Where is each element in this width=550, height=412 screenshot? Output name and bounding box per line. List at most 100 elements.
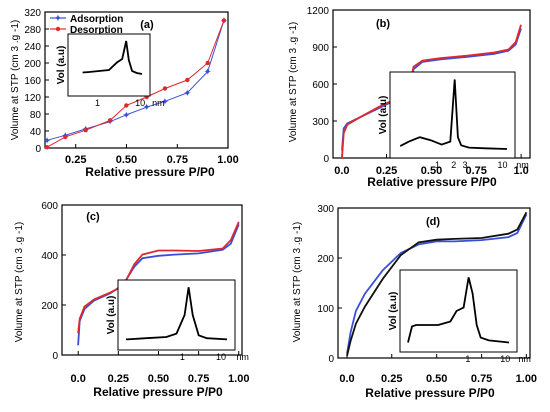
y-tick-label: 0 xyxy=(328,354,334,365)
y-tick-label: 600 xyxy=(41,201,58,212)
x-tick-label: 1.00 xyxy=(217,154,238,166)
x-tick-label: 0.25 xyxy=(381,373,402,385)
data-point xyxy=(63,134,68,140)
inset-x-tick-label: 1 xyxy=(465,354,470,364)
series-line-desorption xyxy=(46,20,225,148)
y-tick-label: 320 xyxy=(24,8,41,19)
series-line-desorption xyxy=(77,221,240,334)
y-tick-label: 1200 xyxy=(307,6,330,17)
inset-x-label: nm xyxy=(518,354,531,364)
chart-panel-2: 0 200 400 600 0.0 0.25 0.50 0.75 1.00 Relative pr… xyxy=(14,201,249,399)
y-tick-label: 300 xyxy=(312,117,329,128)
data-point xyxy=(221,18,227,23)
data-point xyxy=(83,127,88,133)
legend-label: Adsorption xyxy=(70,14,123,25)
panel-label: (c) xyxy=(86,211,100,223)
inset-curve xyxy=(407,277,510,344)
inset-frame xyxy=(67,33,151,97)
y-axis-label: Volume at STP (cm 3 .g -1) xyxy=(14,222,25,342)
inset-x-tick-label: 10 xyxy=(497,160,507,170)
inset-pore-distribution: Vol (a.u) 1 10 nm xyxy=(106,279,249,362)
data-point: ✦ xyxy=(161,97,169,108)
x-axis-label: Relative pressure P/P0 xyxy=(93,385,223,399)
inset-x-tick-label: 10 xyxy=(500,354,510,364)
panel-label: (d) xyxy=(426,216,440,228)
y-tick-label: 240 xyxy=(24,42,41,53)
y-tick-label: 900 xyxy=(312,43,329,54)
data-point xyxy=(44,144,50,150)
x-tick-label: 0.25 xyxy=(108,373,129,385)
inset-pore-distribution: Vol (a.u) 1 2 3 10 nm xyxy=(378,71,529,170)
inset-y-label: Vol (a.u) xyxy=(388,292,399,331)
x-tick-label: 0.0 xyxy=(334,165,349,177)
y-tick-label: 200 xyxy=(41,301,58,312)
inset-pore-distribution: Vol (a.u) 1 10 nm xyxy=(388,269,531,364)
x-tick-label: 1.00 xyxy=(516,373,537,385)
data-point xyxy=(185,77,190,83)
y-axis-label: Volume at STP (cm 3 .g -1) xyxy=(10,20,21,140)
x-tick-label: 0.0 xyxy=(339,373,354,385)
inset-x-tick-label: 1 xyxy=(95,98,100,108)
data-point: ✦ xyxy=(203,67,211,78)
series-line-desorption xyxy=(341,24,522,159)
y-tick-label: 280 xyxy=(24,25,41,36)
inset-curve xyxy=(82,40,143,75)
plot-frame xyxy=(61,204,243,356)
chart-panel-1: 0 300 600 900 1200 0.0 0.25 0.50 0.75 1.0 Relative… xyxy=(288,6,531,189)
x-axis-label: Relative pressure P/P0 xyxy=(85,165,215,179)
y-tick-label: 300 xyxy=(317,204,334,215)
x-tick-label: 1.0 xyxy=(513,165,528,177)
x-tick-label: 0.50 xyxy=(148,373,169,385)
inset-x-tick-label: 2 xyxy=(451,160,456,170)
inset-x-tick-label: 1 xyxy=(435,160,440,170)
x-tick-label: 0.50 xyxy=(421,165,442,177)
data-point: ✦ xyxy=(142,103,150,114)
y-axis-label: Volume at STP (cm 3 .g -1) xyxy=(288,22,299,142)
inset-x-tick-label: 10 xyxy=(135,98,145,108)
inset-y-label: Vol (a.u) xyxy=(56,46,67,85)
data-point xyxy=(107,118,113,123)
data-point xyxy=(205,60,210,66)
inset-y-label: Vol (a.u) xyxy=(106,296,117,335)
chart-panel-3: 0 100 200 300 0.0 0.25 0.50 0.75 1.00 Relative pr… xyxy=(292,204,537,400)
series-line-adsorption xyxy=(346,214,528,354)
inset-curve xyxy=(399,79,508,150)
x-tick-label: 0.75 xyxy=(188,373,209,385)
x-axis-label: Relative pressure P/P0 xyxy=(365,386,495,400)
inset-x-tick-label: 3 xyxy=(462,160,467,170)
x-tick-label: 0.50 xyxy=(426,373,447,385)
inset-pore-distribution: Vol (a.u) 1 10 nm xyxy=(56,33,165,108)
x-axis-label: Relative pressure P/P0 xyxy=(367,175,497,189)
data-point xyxy=(162,86,168,91)
y-tick-label: 80 xyxy=(30,110,42,121)
legend-marker xyxy=(55,26,61,32)
x-tick-label: 0.25 xyxy=(376,165,397,177)
y-axis-label: Volume at STP (cm 3 .g -1) xyxy=(292,222,303,342)
chart-panel-0: 0 40 80 120 160 200 240 280 320 0.25 0.50 0.75 1.00R… xyxy=(10,8,239,179)
data-point xyxy=(124,103,129,108)
inset-x-tick-label: 1 xyxy=(180,352,185,362)
y-tick-label: 0 xyxy=(323,154,329,165)
inset-x-label: nm xyxy=(516,160,529,170)
x-tick-label: 0.75 xyxy=(167,154,188,166)
x-tick-label: 0.75 xyxy=(471,373,492,385)
inset-x-label: nm xyxy=(236,352,249,362)
x-tick-label: 0.0 xyxy=(71,373,86,385)
y-tick-label: 600 xyxy=(312,80,329,91)
inset-curve xyxy=(125,287,228,341)
y-tick-label: 120 xyxy=(24,93,41,104)
inset-x-label: nm xyxy=(152,98,165,108)
x-tick-label: 0.50 xyxy=(116,154,137,166)
inset-x-tick-label: 10 xyxy=(216,352,226,362)
panel-label: (b) xyxy=(376,18,390,30)
panel-label: (a) xyxy=(140,19,154,31)
x-tick-label: 1.00 xyxy=(228,373,249,385)
data-point: ✦ xyxy=(183,88,191,99)
legend-label: Desorption xyxy=(70,25,123,36)
data-point: ✦ xyxy=(43,136,51,147)
plot-frame xyxy=(337,207,531,359)
y-tick-label: 200 xyxy=(24,59,41,70)
x-tick-label: 0.25 xyxy=(65,154,86,166)
y-tick-label: 100 xyxy=(317,304,334,315)
y-tick-label: 400 xyxy=(41,251,58,262)
